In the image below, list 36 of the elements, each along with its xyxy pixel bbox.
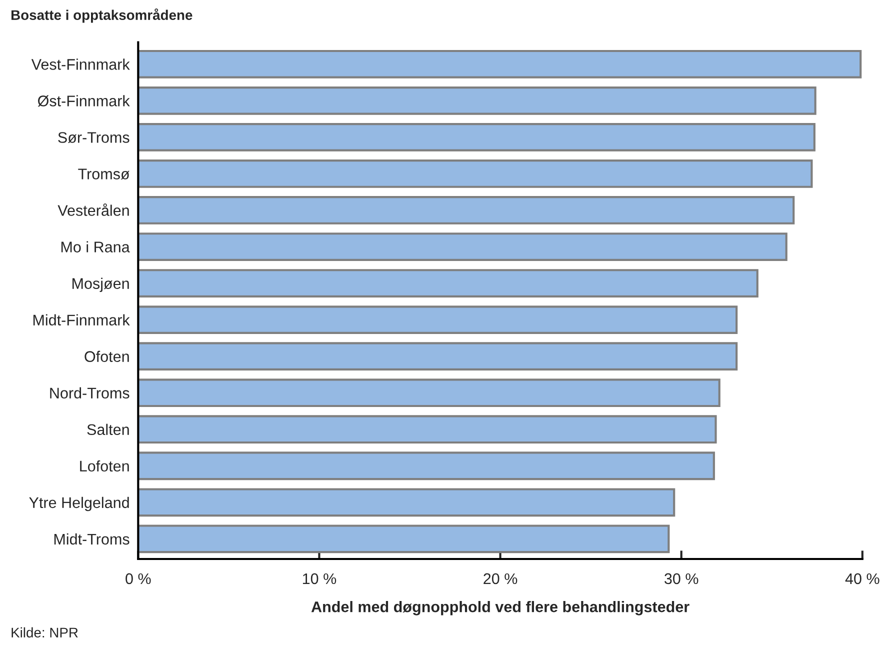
y-tick-label: Vest-Finnmark: [31, 58, 130, 70]
x-tick-label: 10 %: [302, 573, 336, 584]
bar: [138, 232, 788, 261]
bar: [138, 452, 715, 480]
bar: [138, 524, 670, 554]
bar: [138, 342, 738, 371]
y-tick-label: Midt-Finnmark: [33, 314, 130, 326]
y-tick-label: Ytre Helgeland: [29, 496, 129, 512]
bar: [138, 488, 676, 517]
y-tick-label: Nord-Troms: [50, 387, 130, 399]
y-tick-label: Tromsø: [78, 168, 130, 180]
bar: [138, 306, 738, 334]
y-tick-label: Sør-Troms: [58, 132, 130, 144]
bar: [138, 86, 816, 115]
x-tick-label: 0 %: [126, 573, 151, 584]
bar: [138, 50, 862, 78]
y-axis-title: Bosatte i opptaksområdene: [11, 8, 192, 23]
x-axis-title: Andel med døgnopphold ved flere behandlingsteder: [311, 601, 690, 616]
bar: [138, 269, 758, 298]
bar: [138, 123, 816, 152]
x-tick-label: 30 %: [664, 573, 698, 584]
y-tick-label: Ofoten: [84, 350, 129, 362]
x-tick-label: 40 %: [845, 573, 880, 584]
bar: [138, 415, 717, 444]
y-tick-label: Lofoten: [80, 460, 129, 472]
bar: [138, 378, 720, 408]
y-tick-label: Mosjøen: [72, 278, 129, 292]
x-tick-label: 20 %: [484, 573, 518, 584]
bar: [138, 160, 813, 188]
y-tick-label: Øst-Finnmark: [38, 95, 130, 107]
y-tick-label: Vesterålen: [58, 203, 129, 216]
y-tick-label: Midt-Troms: [54, 533, 130, 545]
bar: [138, 196, 795, 224]
y-tick-label: Salten: [87, 424, 129, 436]
y-tick-label: Mo i Rana: [61, 241, 130, 252]
text: Kilde: NPR: [12, 627, 78, 638]
